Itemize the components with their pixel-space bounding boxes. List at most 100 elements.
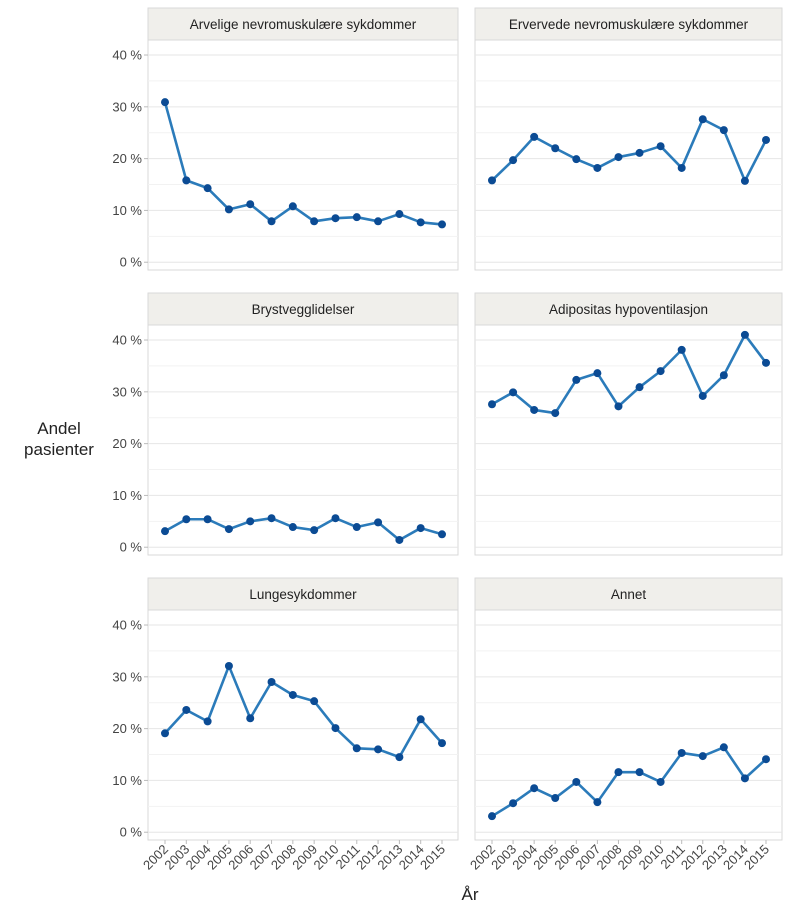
data-point bbox=[635, 383, 644, 392]
data-point bbox=[635, 148, 644, 157]
data-point bbox=[551, 409, 560, 418]
y-tick-label: 10 % bbox=[112, 488, 142, 503]
data-point bbox=[224, 525, 233, 534]
y-tick-label: 10 % bbox=[112, 203, 142, 218]
data-point bbox=[438, 220, 446, 229]
strip bbox=[474, 7, 783, 41]
y-tick-label: 20 % bbox=[112, 721, 142, 736]
data-point bbox=[395, 210, 404, 219]
data-point bbox=[509, 388, 518, 397]
data-point bbox=[572, 375, 581, 384]
data-point bbox=[509, 799, 518, 808]
data-point bbox=[267, 678, 276, 687]
data-point bbox=[593, 798, 602, 807]
y-tick-label: 0 % bbox=[120, 255, 143, 270]
data-point bbox=[224, 661, 233, 670]
data-point bbox=[416, 524, 425, 533]
facet-title: Brystvegglidelser bbox=[252, 302, 355, 317]
data-point bbox=[698, 115, 707, 124]
data-point bbox=[438, 530, 446, 539]
data-point bbox=[288, 523, 297, 532]
data-point bbox=[530, 405, 539, 414]
y-tick-label: 30 % bbox=[112, 669, 142, 684]
facet-title: Ervervede nevromuskulære sykdommer bbox=[509, 17, 749, 32]
y-tick-label: 40 % bbox=[112, 48, 142, 63]
data-point bbox=[161, 527, 169, 536]
data-point bbox=[719, 126, 728, 135]
panel bbox=[474, 609, 783, 841]
data-point bbox=[698, 752, 707, 761]
data-point bbox=[374, 745, 383, 754]
data-point bbox=[677, 345, 686, 354]
data-point bbox=[288, 202, 297, 211]
data-point bbox=[593, 369, 602, 378]
data-point bbox=[352, 523, 361, 532]
data-point bbox=[488, 812, 496, 821]
data-point bbox=[614, 768, 623, 777]
y-tick-label: 40 % bbox=[112, 618, 142, 633]
facet-title: Annet bbox=[611, 587, 647, 602]
data-point bbox=[762, 135, 770, 144]
strip bbox=[147, 292, 459, 326]
data-point bbox=[246, 200, 255, 209]
data-point bbox=[203, 717, 212, 726]
data-point bbox=[374, 518, 383, 527]
y-tick-label: 30 % bbox=[112, 384, 142, 399]
data-point bbox=[488, 400, 496, 409]
facet-title: Arvelige nevromuskulære sykdommer bbox=[190, 17, 417, 32]
data-point bbox=[352, 744, 361, 753]
data-point bbox=[310, 697, 319, 706]
data-point bbox=[246, 714, 255, 723]
data-point bbox=[656, 142, 665, 151]
data-point bbox=[438, 739, 446, 748]
data-point bbox=[182, 515, 191, 524]
data-point bbox=[267, 514, 276, 523]
data-point bbox=[488, 176, 496, 185]
data-point bbox=[530, 784, 539, 793]
data-point bbox=[331, 214, 340, 223]
facet-title: Adipositas hypoventilasjon bbox=[549, 302, 708, 317]
data-point bbox=[677, 163, 686, 172]
data-point bbox=[182, 176, 191, 185]
data-point bbox=[572, 777, 581, 786]
data-point bbox=[310, 526, 319, 535]
y-tick-label: 0 % bbox=[120, 825, 143, 840]
x-axis-title: År bbox=[462, 885, 479, 904]
data-point bbox=[762, 755, 770, 764]
panel bbox=[147, 609, 459, 841]
data-point bbox=[530, 132, 539, 141]
y-axis-title: Andel pasienter bbox=[24, 419, 94, 459]
data-point bbox=[572, 155, 581, 164]
data-point bbox=[614, 153, 623, 162]
facet-title: Lungesykdommer bbox=[249, 587, 357, 602]
panel bbox=[147, 324, 459, 556]
panel bbox=[474, 324, 783, 556]
x-tick-label: 2015 bbox=[417, 842, 448, 873]
data-point bbox=[288, 690, 297, 699]
data-point bbox=[182, 705, 191, 714]
data-point bbox=[614, 402, 623, 411]
data-point bbox=[161, 729, 169, 738]
data-point bbox=[395, 753, 404, 762]
data-point bbox=[416, 218, 425, 227]
y-tick-label: 0 % bbox=[120, 540, 143, 555]
strip bbox=[474, 292, 783, 326]
data-point bbox=[551, 144, 560, 153]
x-tick-label: 2015 bbox=[741, 842, 772, 873]
data-point bbox=[740, 176, 749, 185]
data-point bbox=[203, 184, 212, 193]
data-point bbox=[352, 213, 361, 222]
data-point bbox=[740, 774, 749, 783]
y-tick-label: 30 % bbox=[112, 99, 142, 114]
y-tick-label: 20 % bbox=[112, 151, 142, 166]
data-point bbox=[161, 98, 169, 107]
panel bbox=[147, 39, 459, 271]
data-point bbox=[719, 743, 728, 752]
data-point bbox=[331, 514, 340, 523]
data-point bbox=[374, 217, 383, 226]
data-point bbox=[395, 535, 404, 544]
data-point bbox=[762, 358, 770, 367]
strip bbox=[147, 577, 459, 611]
strip bbox=[147, 7, 459, 41]
